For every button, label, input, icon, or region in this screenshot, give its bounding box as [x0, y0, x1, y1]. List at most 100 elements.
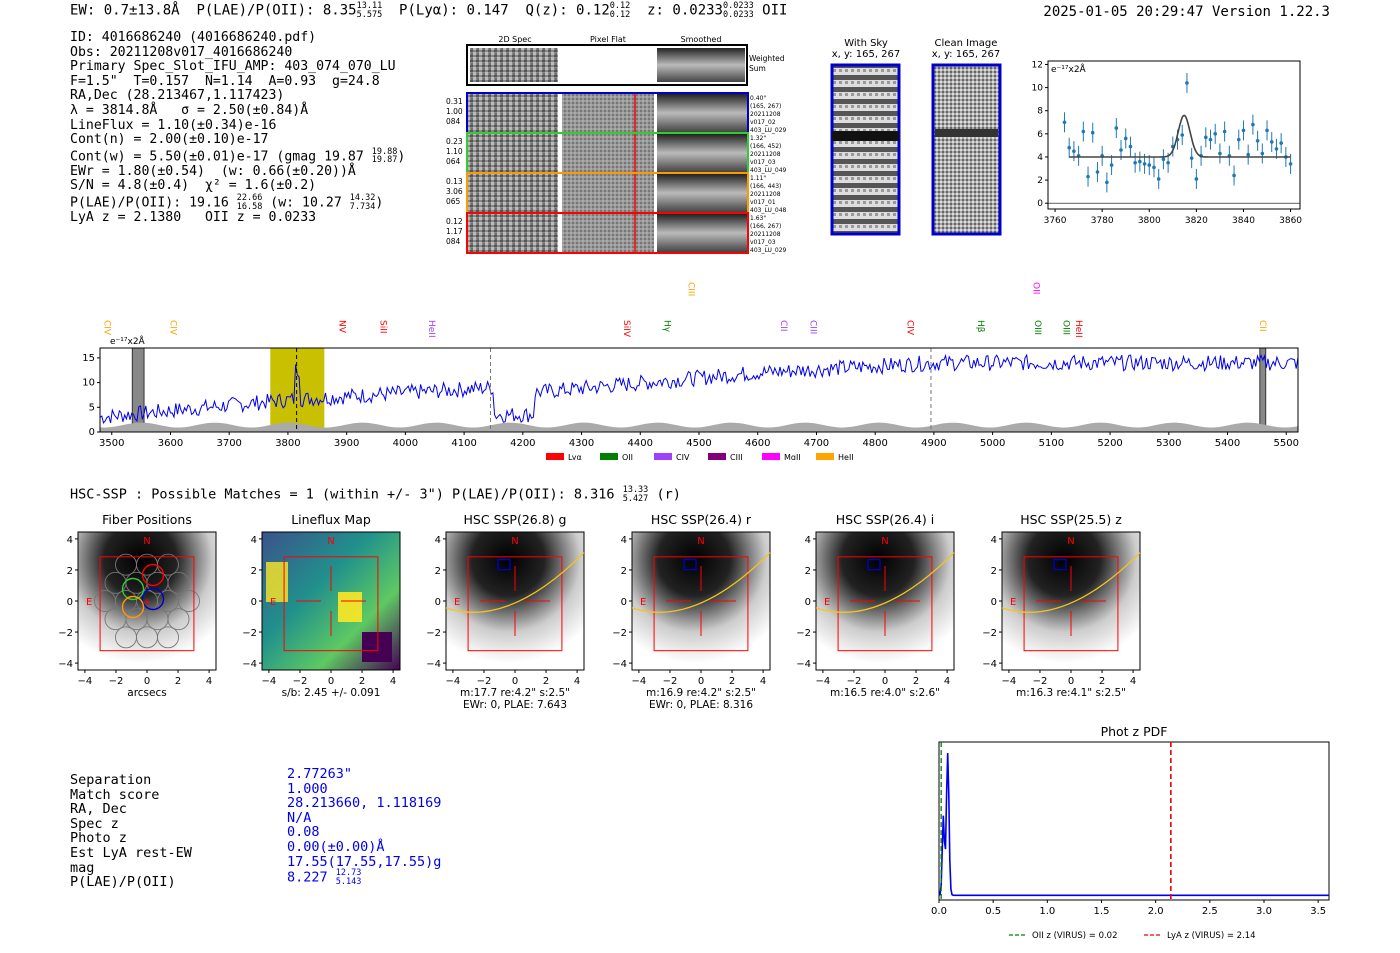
- line-label: SiIV: [621, 320, 631, 338]
- zoom-point: [1067, 145, 1071, 150]
- zoom-point: [1279, 141, 1283, 145]
- hsc-ytick: 2: [621, 566, 627, 577]
- emission-highlight: [270, 348, 325, 432]
- full-ytick: 10: [82, 378, 95, 389]
- cutout-meta: (166, 443): [750, 183, 781, 190]
- cutout-meta: (166, 267): [750, 223, 781, 230]
- panel-caption: m:16.9 re:4.2" s:2.5": [646, 687, 756, 699]
- legend-label: OII: [622, 453, 633, 460]
- hsc-xtick: −2: [847, 676, 862, 687]
- zoom-point: [1213, 132, 1218, 136]
- hsc-xtick: −4: [446, 676, 461, 687]
- info-id: ID: 4016686240 (4016686240.pdf): [70, 30, 317, 45]
- zoom-point: [1246, 152, 1250, 157]
- cutout-meta: v017_02: [750, 119, 776, 126]
- hsc-xtick: −4: [632, 676, 647, 687]
- zoom-xtick: 3800: [1138, 216, 1161, 226]
- zoom-ytick: 0: [1037, 199, 1043, 209]
- zoom-point: [1255, 138, 1260, 143]
- panel-title: HSC SSP(26.8) g: [464, 512, 567, 527]
- cutout-meta: 403_LU_049: [750, 167, 787, 174]
- panel-title: Fiber Positions: [102, 512, 192, 527]
- info-obs: Obs: 20211208v017_4016686240: [70, 44, 293, 60]
- hsc-xtick: 4: [944, 676, 950, 687]
- header-summary: EW: 0.7±13.8Å P(LAE)/P(OII): 8.3513.11 5.…: [70, 1, 788, 20]
- east-label: E: [86, 597, 92, 608]
- zoom-point: [1180, 133, 1185, 137]
- legend-swatch: [816, 453, 834, 460]
- legend-label: CIV: [676, 453, 690, 460]
- panel-caption: m:16.3 re:4.1" s:2.5": [1016, 687, 1126, 699]
- photz-xtick: 1.5: [1094, 906, 1110, 917]
- clean-image: [931, 63, 1002, 236]
- cutout-meta: v017_01: [750, 199, 776, 206]
- north-label: N: [511, 536, 518, 547]
- photz-xtick: 1.0: [1039, 906, 1055, 917]
- line-label: CIV: [102, 320, 112, 336]
- cutout-stat-a: 0.31: [446, 97, 463, 106]
- line-label: NV: [337, 320, 347, 334]
- line-label: CIII: [685, 282, 695, 296]
- oii-legend: OII z (VIRUS) = 0.02: [1032, 931, 1118, 941]
- legend-swatch: [600, 453, 618, 460]
- zoom-xtick: 3860: [1279, 216, 1302, 226]
- cutout-meta: 1.11": [750, 175, 766, 182]
- fiber-cutouts: 2D Spec Pixel Flat Smoothed Weighted Sum…: [446, 35, 787, 254]
- hsc-xtick: −4: [78, 676, 93, 687]
- zoom-ytick: 8: [1037, 107, 1043, 117]
- east-label: E: [640, 597, 646, 608]
- hsc-ytick: −2: [612, 628, 627, 639]
- zoom-point: [1166, 160, 1170, 165]
- cutout-meta: 403_LU_029: [750, 127, 787, 134]
- hsc-xtick: 0: [328, 676, 334, 687]
- info-lineflux: LineFlux = 1.10(±0.34)e-16: [70, 117, 277, 133]
- full-ytick: 15: [82, 353, 95, 364]
- zoom-xtick: 3760: [1044, 216, 1067, 226]
- hsc-xtick: 2: [729, 676, 735, 687]
- zoom-point: [1185, 81, 1189, 85]
- hsc-ytick: 2: [67, 566, 73, 577]
- cutout-meta: 0.40": [750, 95, 766, 102]
- photz-xtick: 0.5: [985, 906, 1001, 917]
- full-unit-label: e⁻¹⁷x2Å: [110, 335, 146, 347]
- zoom-point: [1123, 136, 1128, 141]
- cutout-meta: 403_LU_029: [750, 247, 787, 254]
- svg-text:Weighted: Weighted: [749, 54, 785, 63]
- legend-label: Lyα: [568, 453, 582, 460]
- info-sn: S/N = 4.8(±0.4) χ² = 1.6(±0.2): [70, 178, 317, 194]
- match-values: 2.77263" 1.000 28.213660, 1.118169 N/A 0…: [287, 767, 441, 886]
- zoom-point: [1189, 156, 1194, 160]
- line-label: CII: [778, 320, 788, 332]
- photz-xtick: 3.0: [1256, 906, 1272, 917]
- full-xtick: 5300: [1156, 438, 1181, 449]
- cutout-stat-a: 0.13: [446, 177, 463, 186]
- full-xtick: 3900: [334, 438, 359, 449]
- hsc-ytick: −2: [426, 628, 441, 639]
- zoom-point: [1072, 149, 1076, 153]
- zoom-ytick: 12: [1032, 60, 1043, 70]
- zoom-axes: [1047, 60, 1301, 210]
- line-label: CII: [1257, 320, 1267, 332]
- info-lya: LyA z = 2.1380 OII z = 0.0233: [70, 210, 317, 226]
- panel-caption: m:16.5 re:4.0" s:2.6": [830, 687, 940, 699]
- hsc-ytick: 2: [805, 566, 811, 577]
- zoom-point: [1208, 137, 1213, 142]
- full-xtick: 4000: [393, 438, 418, 449]
- zoom-ytick: 6: [1037, 130, 1043, 140]
- zoom-point: [1260, 151, 1265, 156]
- cutout-meta: 1.32": [750, 135, 766, 142]
- zoom-point: [1274, 147, 1279, 151]
- zoom-point: [1156, 177, 1161, 181]
- hsc-xtick: −4: [262, 676, 277, 687]
- zoom-point: [1062, 120, 1067, 125]
- zoom-point: [1114, 126, 1119, 130]
- legend-swatch: [654, 453, 672, 460]
- cutout-stat-c: 064: [446, 157, 461, 166]
- hsc-ytick: 0: [67, 597, 73, 608]
- hsc-xtick: 0: [882, 676, 888, 687]
- full-xtick: 4100: [451, 438, 476, 449]
- cutout-meta: 20211208: [750, 191, 781, 198]
- zoom-unit-label: e⁻¹⁷x2Å: [1051, 63, 1087, 75]
- line-label: OII: [1031, 282, 1041, 294]
